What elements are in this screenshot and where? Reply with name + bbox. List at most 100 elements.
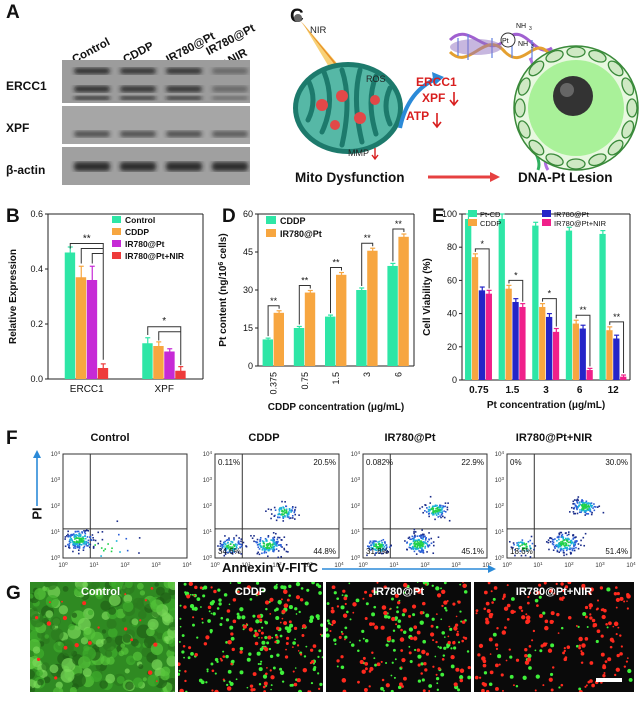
flow-y-tick-2-4: 104: [351, 450, 361, 459]
micrograph-label-ir780pt-nir: IR780@Pt+NIR: [515, 586, 593, 598]
blot-band-beta_actin-3: [212, 162, 248, 171]
legend-swatch-CDDP: [112, 228, 121, 235]
flow-quadrant-ll-2: 31.8%: [366, 547, 389, 556]
sig-label-ercc1: **: [83, 234, 91, 245]
x-tick-label: 12: [608, 385, 620, 396]
sig-label-e-0: *: [480, 239, 484, 249]
bar-IR780@Pt+NIR-3: [552, 331, 560, 380]
x-tick-label: 0.75: [469, 385, 489, 396]
sig-bracket-ercc1-b: [80, 248, 104, 264]
blot-band-ercc1-2: [166, 68, 202, 74]
y-axis-label: Relative Expression: [8, 249, 19, 344]
blot-band-xpf-1: [120, 131, 156, 137]
sig-label-e-1: *: [514, 270, 518, 280]
x-axis-label: CDDP concentration (μg/mL): [268, 402, 405, 413]
legend-label-IR780@Pt+NIR: IR780@Pt+NIR: [554, 219, 607, 228]
flow-quadrant-ul-3: 0%: [510, 458, 522, 467]
sig-bracket-e-4: [609, 321, 625, 374]
sig-label-d-4: **: [395, 219, 403, 229]
flow-y-tick-1-1: 101: [203, 528, 213, 537]
bar-IR780@Pt+NIR-1.5: [519, 306, 526, 380]
y-tick-label: 30: [243, 285, 253, 295]
micrograph-control: Control: [30, 582, 175, 692]
legend-swatch-CDDP: [266, 216, 276, 224]
bar-Pt-CD-12: [599, 233, 606, 380]
bar-Pt-CD-6: [565, 230, 573, 380]
flow-y-tick-2-2: 102: [351, 502, 361, 511]
legend-swatch-IR780@Pt: [542, 210, 551, 217]
flow-x-tick-1-4: 104: [334, 561, 344, 570]
bar-Pt-CD-3: [532, 225, 539, 380]
flow-y-tick-0-1: 101: [51, 528, 61, 537]
sig-bracket-xpf-a: [147, 326, 182, 366]
sig-label-d-0: **: [270, 296, 278, 306]
bar-IR780@Pt-0.75: [304, 292, 316, 366]
micrograph-cddp: CDDP: [178, 582, 323, 692]
legend-label-Control: Control: [125, 215, 155, 225]
sig-bracket-d-1: [298, 285, 311, 325]
western-blot-image: [62, 60, 250, 185]
sig-bracket-e-1: [508, 279, 524, 302]
legend-label-CDDP: CDDP: [280, 216, 306, 226]
y-axis-label: Pt content (ng/106 cells): [218, 233, 230, 346]
panel-d-label: D: [222, 206, 236, 227]
blot-band-beta_actin-1: [120, 162, 156, 171]
flow-y-tick-0-0: 100: [51, 554, 61, 563]
legend-label-Pt-CD: Pt-CD: [480, 210, 501, 219]
blot-band-xpf-2: [166, 131, 202, 137]
blot-band-ercc1-2: [166, 86, 202, 92]
flow-y-tick-1-2: 102: [203, 502, 213, 511]
blot-band-ercc1-0: [74, 68, 110, 74]
svg-text:3: 3: [529, 26, 532, 32]
flow-x-tick-1-3: 103: [303, 561, 313, 570]
flow-x-tick-0-0: 100: [58, 561, 68, 570]
flow-y-tick-0-4: 104: [51, 450, 61, 459]
sig-bracket-d-3: [361, 242, 374, 286]
flow-x-tick-2-3: 103: [451, 561, 461, 570]
x-tick-label: 6: [393, 372, 403, 377]
bar-IR780@Pt-12: [613, 338, 620, 380]
blot-band-ercc1-3: [212, 96, 248, 100]
flow-plot-frame-1: [214, 453, 340, 559]
xpf-down-arrow: [449, 92, 459, 107]
sig-bracket-d-4: [392, 228, 405, 262]
flow-quadrant-ll-1: 34.6%: [218, 547, 241, 556]
blot-band-ercc1-3: [212, 86, 248, 92]
bar-CDDP-1.5: [325, 316, 336, 366]
y-tick-label: 100: [442, 209, 457, 219]
flow-y-tick-1-4: 104: [203, 450, 213, 459]
bar-IR780@Pt-0.75: [478, 290, 486, 380]
dna-pt-lesion-caption: DNA-Pt Lesion: [518, 170, 613, 185]
flow-y-tick-2-3: 103: [351, 476, 361, 485]
flow-x-tick-3-0: 100: [502, 561, 512, 570]
flow-x-tick-1-2: 102: [272, 561, 282, 570]
sig-bracket-d-0: [267, 305, 280, 337]
flow-y-tick-2-0: 100: [351, 554, 361, 563]
bar-IR780@Pt-6: [579, 328, 586, 380]
ercc1-label: ERCC1: [416, 75, 457, 89]
blot-row-xpf: XPF: [6, 121, 30, 135]
micrograph-ir780pt-nir: IR780@Pt+NIR: [474, 582, 634, 692]
xpf-label: XPF: [422, 91, 445, 105]
y-tick-label: 0.6: [30, 209, 43, 219]
flow-title-control: Control: [90, 432, 130, 444]
atp-label: ATP: [406, 109, 429, 123]
atp-down-arrow: [432, 113, 442, 129]
flow-x-tick-0-1: 101: [89, 561, 99, 570]
blot-band-ercc1-1: [120, 96, 156, 100]
x-tick-label: 0.75: [300, 372, 310, 390]
nir-label: NIR: [310, 25, 327, 36]
sig-label-d-2: **: [332, 258, 340, 268]
bar-IR780@Pt-ERCC1: [86, 280, 98, 379]
sig-bracket-e-0: [474, 248, 490, 289]
x-tick-label: 0.375: [269, 372, 279, 395]
micrograph-label-ir780pt: IR780@Pt: [372, 586, 425, 598]
bar-CDDP-1.5: [505, 288, 512, 380]
flow-quadrant-ul-1: 0.11%: [218, 458, 240, 467]
chart-e-cell-viability: 0 20 40 60 80 100 Cell Viability (%) 0.75 1.5 3 6 1…: [422, 209, 631, 411]
legend-label-CDDP: CDDP: [125, 227, 149, 237]
y-tick-label: 45: [243, 247, 253, 257]
flow-y-tick-3-1: 101: [495, 528, 505, 537]
blot-band-ercc1-2: [166, 96, 202, 100]
